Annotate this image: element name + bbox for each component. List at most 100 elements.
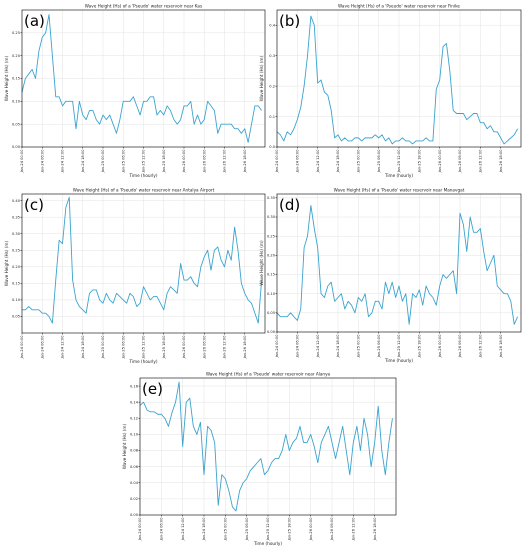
x-tick-label: Jan-24 12:00 <box>316 149 320 174</box>
x-tick-label: Jan-26 00:00 <box>309 517 313 542</box>
x-tick-label: Jan-24 18:00 <box>81 335 85 360</box>
x-tick-label: Jan-24 06:00 <box>40 149 44 174</box>
y-tick-label: 0.15 <box>12 282 20 286</box>
y-tick-label: 0.04 <box>130 481 139 485</box>
y-tick-label: 0.14 <box>130 400 139 404</box>
x-tick-label: Jan-24 12:00 <box>61 335 65 360</box>
x-tick-label: Jan-25 00:00 <box>224 517 228 542</box>
x-tick-label: Jan-25 18:00 <box>418 149 422 174</box>
x-tick-label: Jan-24 06:00 <box>40 335 44 360</box>
x-tick-label: Jan-25 06:00 <box>121 335 125 360</box>
y-tick-label: 0.25 <box>12 248 20 252</box>
x-tick-label: Jan-24 12:00 <box>61 149 65 174</box>
y-tick-label: 0.10 <box>267 292 276 296</box>
x-tick-label: Jan-24 18:00 <box>81 149 85 174</box>
x-tick-label: Jan-24 00:00 <box>138 517 142 542</box>
series-line <box>276 205 519 325</box>
x-tick-label: Jan-25 00:00 <box>101 149 105 174</box>
chart-title: Wave Height (Hs) of a 'Pseudo' water res… <box>334 188 465 193</box>
x-tick-label: Jan-26 18:00 <box>243 149 247 174</box>
series-line <box>22 196 263 324</box>
y-tick-label: 0.16 <box>130 384 139 388</box>
x-tick-label: Jan-26 06:00 <box>458 149 462 174</box>
panel-d: 0.00 0.05 0.10 0.15 0.20 0.25 0.30 0.35 Jan-24 0… <box>259 188 522 363</box>
x-tick-label: Jan-24 00:00 <box>20 335 24 360</box>
y-tick-label: 0.20 <box>267 254 276 258</box>
chart-title: Wave Height (Hs) of a 'Pseudo' water res… <box>85 4 202 9</box>
x-tick-label: Jan-26 18:00 <box>373 517 377 542</box>
x-tick-label: Jan-25 12:00 <box>142 335 146 360</box>
x-tick-label: Jan-25 00:00 <box>357 334 361 359</box>
y-tick-label: 0.20 <box>12 265 21 269</box>
x-tick-label: Jan-26 18:00 <box>499 334 503 359</box>
panel-a: 0.00 0.05 0.10 0.15 0.20 0.25 Jan-24 00:00 Jan-… <box>4 4 266 178</box>
y-tick-label: 0.40 <box>12 199 21 203</box>
x-tick-label: Jan-26 00:00 <box>438 149 442 174</box>
panel-b: 0.0 0.1 0.2 0.3 0.4 Jan-24 00:00 Jan-24 06:00 J… <box>259 4 522 178</box>
panel-label: (b) <box>279 12 300 30</box>
y-tick-label: 0.06 <box>130 465 139 469</box>
chart-title: Wave Height (Hs) of a 'Pseudo' water res… <box>338 4 460 9</box>
x-tick-label: Jan-25 12:00 <box>142 149 146 174</box>
x-tick-label: Jan-26 00:00 <box>182 335 186 360</box>
y-tick-label: 0.08 <box>130 449 139 453</box>
y-tick-label: 0.02 <box>130 497 138 501</box>
chart-title: Wave Height (Hs) of a 'Pseudo' water res… <box>73 188 215 193</box>
x-tick-label: Jan-26 00:00 <box>438 334 442 359</box>
y-tick-label: 0.05 <box>12 315 20 319</box>
x-tick-label: Jan-24 18:00 <box>336 334 340 359</box>
y-tick-label: 0.25 <box>12 31 20 35</box>
y-tick-label: 0.30 <box>12 232 21 236</box>
y-tick-label: 0.12 <box>130 416 138 420</box>
x-tick-label: Jan-24 12:00 <box>316 334 320 359</box>
chart-title: Wave Height (Hs) of a 'Pseudo' water res… <box>206 372 331 377</box>
x-tick-label: Jan-25 18:00 <box>288 517 292 542</box>
y-axis-label: Wave Height (Hs) (m) <box>259 240 264 286</box>
x-tick-label: Jan-24 06:00 <box>296 334 300 359</box>
y-tick-label: 0.35 <box>267 196 275 200</box>
y-tick-label: 0.00 <box>12 145 21 149</box>
x-tick-label: Jan-25 06:00 <box>245 517 249 542</box>
x-tick-label: Jan-24 12:00 <box>181 517 185 542</box>
x-tick-label: Jan-26 12:00 <box>223 149 227 174</box>
x-tick-label: Jan-26 12:00 <box>223 335 227 360</box>
y-axis-label: Wave Height (Hs) (m) <box>4 56 9 102</box>
y-tick-label: 0.05 <box>267 311 275 315</box>
x-tick-label: Jan-24 00:00 <box>275 149 279 174</box>
y-tick-label: 0.2 <box>269 84 275 88</box>
panel-e: 0.00 0.02 0.04 0.06 0.08 0.10 0.12 0.14 0.16 Jan-… <box>122 372 397 546</box>
x-axis-label: Time (hourly) <box>128 359 157 364</box>
x-tick-label: Jan-24 18:00 <box>336 149 340 174</box>
x-tick-label: Jan-26 18:00 <box>499 149 503 174</box>
x-tick-label: Jan-26 06:00 <box>202 149 206 174</box>
series-line <box>139 381 393 512</box>
x-tick-label: Jan-25 06:00 <box>377 149 381 174</box>
y-tick-label: 0.00 <box>267 330 276 334</box>
x-tick-label: Jan-26 06:00 <box>330 517 334 542</box>
y-tick-label: 0.1 <box>269 115 275 119</box>
x-tick-label: Jan-25 18:00 <box>162 149 166 174</box>
y-tick-label: 0.4 <box>269 23 275 27</box>
x-tick-label: Jan-25 06:00 <box>377 334 381 359</box>
series-line <box>21 14 262 143</box>
y-tick-label: 0.30 <box>267 215 276 219</box>
x-tick-label: Jan-25 06:00 <box>121 149 125 174</box>
x-tick-label: Jan-25 12:00 <box>397 334 401 359</box>
x-axis-label: Time (hourly) <box>253 541 282 546</box>
x-tick-label: Jan-24 06:00 <box>296 149 300 174</box>
y-tick-label: 0.20 <box>12 54 21 58</box>
x-tick-label: Jan-25 12:00 <box>266 517 270 542</box>
x-tick-label: Jan-26 06:00 <box>202 335 206 360</box>
panel-c: 0.05 0.10 0.15 0.20 0.25 0.30 0.35 0.40 Jan-24 0… <box>4 188 266 364</box>
panel-label: (d) <box>279 196 300 214</box>
x-tick-label: Jan-24 00:00 <box>20 149 24 174</box>
panel-label: (a) <box>24 12 45 30</box>
panel-label: (c) <box>24 196 44 214</box>
x-tick-label: Jan-25 00:00 <box>101 335 105 360</box>
x-tick-label: Jan-26 12:00 <box>479 149 483 174</box>
y-axis-label: Wave Height (Hs) (m) <box>259 56 264 102</box>
x-tick-label: Jan-26 00:00 <box>182 149 186 174</box>
y-tick-label: 0.00 <box>130 513 139 517</box>
x-tick-label: Jan-24 18:00 <box>202 517 206 542</box>
